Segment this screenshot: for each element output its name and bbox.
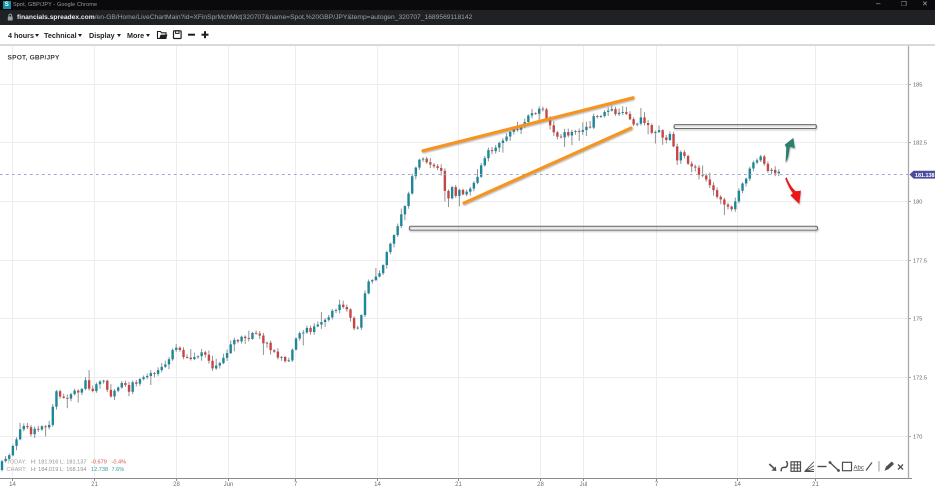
svg-text:28: 28: [537, 482, 544, 488]
svg-text:7: 7: [655, 482, 659, 488]
svg-text:21: 21: [455, 482, 462, 488]
svg-text:182.5: 182.5: [913, 141, 927, 147]
svg-text:181.138: 181.138: [915, 173, 935, 179]
svg-text:Abc: Abc: [854, 465, 864, 471]
svg-text:180: 180: [913, 200, 922, 206]
svg-text:H: 181.916: H: 181.916: [31, 460, 58, 466]
svg-text:175: 175: [913, 317, 922, 323]
svg-text:7: 7: [294, 482, 298, 488]
svg-text:-0.679: -0.679: [91, 460, 107, 466]
svg-text:14: 14: [374, 482, 381, 488]
svg-text:7.6%: 7.6%: [112, 467, 125, 473]
svg-text:14: 14: [9, 482, 16, 488]
svg-text:CHART:: CHART:: [7, 467, 28, 473]
svg-text:Jul: Jul: [580, 482, 588, 488]
svg-text:170: 170: [913, 435, 922, 441]
svg-text:12.738: 12.738: [91, 467, 108, 473]
svg-text:185: 185: [913, 83, 922, 89]
svg-text:14: 14: [734, 482, 741, 488]
svg-text:L: 181.137: L: 181.137: [60, 460, 86, 466]
svg-text:28: 28: [173, 482, 180, 488]
svg-text:TODAY:: TODAY:: [7, 460, 27, 466]
svg-text:177.5: 177.5: [913, 259, 927, 265]
svg-text:-0.4%: -0.4%: [112, 460, 127, 466]
svg-text:21: 21: [812, 482, 819, 488]
svg-text:172.5: 172.5: [913, 376, 927, 382]
svg-text:L: 168.194: L: 168.194: [60, 467, 86, 473]
svg-text:21: 21: [91, 482, 98, 488]
svg-text:SPOT, GBP/JPY: SPOT, GBP/JPY: [8, 55, 60, 62]
svg-text:H: 184.019: H: 184.019: [31, 467, 58, 473]
svg-text:Jun: Jun: [224, 482, 234, 488]
